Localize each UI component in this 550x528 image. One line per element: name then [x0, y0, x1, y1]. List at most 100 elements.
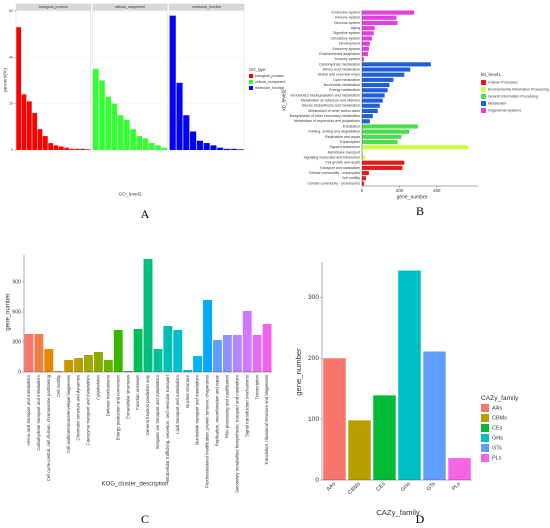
bar: [99, 80, 105, 150]
bar: [136, 136, 143, 150]
bar: [362, 20, 398, 26]
bar: [362, 93, 385, 98]
y-tick-label: 60: [9, 9, 13, 13]
bar: [84, 355, 93, 372]
bar: [362, 150, 363, 155]
bar: [155, 145, 161, 150]
bar: [203, 143, 210, 150]
legend-label: Metabolism: [488, 101, 506, 105]
legend-title: GO_type: [249, 67, 266, 72]
bar: [21, 94, 27, 150]
y-tick-label: Replication and repair: [325, 135, 361, 139]
bar: [93, 352, 103, 372]
legend-label: CEs: [492, 425, 503, 431]
bar: [362, 165, 403, 170]
bar: [16, 27, 22, 150]
bar: [222, 335, 232, 372]
legend-swatch: [481, 424, 489, 432]
y-tick-label: Environmental adaptation: [319, 52, 360, 56]
bar: [362, 62, 431, 67]
y-tick-label: Membrane transport: [328, 150, 360, 154]
x-tick-label: RNA processing and modification: [225, 374, 230, 438]
y-tick-label: 0: [11, 148, 13, 152]
x-tick-label: Nucleotide transport and metabolism: [195, 375, 200, 445]
legend-swatch: [481, 80, 486, 85]
bar: [362, 103, 380, 108]
bar: [252, 335, 262, 372]
y-tick-label: Lipid metabolism: [333, 78, 360, 82]
bar: [242, 311, 252, 372]
y-tick-label: Excretory system: [332, 47, 360, 51]
x-tick-label: Coenzyme transport and metabolism: [86, 375, 91, 446]
x-tick-label: Function unknown: [135, 374, 140, 409]
bar: [237, 149, 244, 150]
facet-strip-label: molecular_function: [192, 5, 221, 9]
y-tick-label: Biosynthesis of other secondary metaboli…: [290, 114, 361, 118]
legend-label: PLs: [492, 455, 502, 461]
x-tick-label: CBMs: [347, 481, 362, 496]
legend-label: biological_process: [255, 74, 284, 78]
x-tick-label: Carbohydrate transport and metabolism: [36, 375, 41, 451]
bar: [143, 259, 153, 372]
bar: [362, 181, 365, 186]
legend-label: Environmental Information Processing: [488, 87, 549, 91]
bar: [69, 148, 75, 150]
bar: [111, 103, 118, 150]
legend-swatch: [481, 94, 486, 99]
bar: [362, 67, 411, 72]
bar: [362, 160, 405, 165]
y-tick-label: Metabolism of other amino acids: [308, 109, 360, 113]
bar: [148, 143, 155, 150]
bar: [230, 148, 237, 150]
bar: [362, 108, 378, 114]
x-tick-label: Posttranslational modification, protein …: [205, 375, 210, 488]
bar: [117, 115, 124, 150]
bar: [58, 146, 64, 150]
x-tick-label: AAs: [326, 481, 338, 493]
y-tick-label: Nervous system: [334, 21, 360, 25]
y-tick-label: Amino acid metabolism: [323, 67, 360, 71]
bar: [362, 88, 388, 93]
panel-label: C: [141, 512, 149, 526]
y-tick-label: Circulatory system: [330, 36, 360, 40]
legend-label: cellular_component: [255, 80, 285, 84]
y-tick-label: 900: [12, 279, 21, 285]
y-tick-label: Digestive system: [333, 31, 360, 35]
bar: [103, 360, 113, 372]
bar: [123, 371, 133, 372]
x-tick-label: Inorganic ion transport and metabolism: [155, 375, 160, 450]
bar: [32, 112, 38, 150]
legend-swatch: [481, 101, 486, 106]
x-tick-label: Secondary metabolites biosynthesis, tran…: [234, 375, 239, 493]
bar: [362, 15, 397, 20]
y-tick-label: 200: [308, 355, 319, 362]
x-tick-label: Extracellular structures: [125, 375, 130, 419]
x-tick-label: Chromatin structure and dynamics: [76, 375, 81, 440]
y-tick-label: Transcription: [339, 140, 360, 144]
bar: [196, 140, 203, 150]
y-tick-label: Global and overview maps: [318, 73, 361, 77]
legend-label: molecular_function: [255, 86, 284, 90]
x-axis-title: CAZy_family: [376, 508, 420, 517]
x-tick-label: GHs: [400, 481, 412, 493]
y-tick-label: Nucleotide metabolism: [324, 83, 360, 87]
x-tick-label: 400: [433, 188, 441, 193]
legend-label: AAs: [492, 405, 502, 411]
x-axis-title: GO_level2: [118, 191, 141, 197]
bar: [176, 82, 183, 150]
legend-label: Cellular Processes: [488, 80, 518, 84]
y-axis-title: gene_number: [294, 348, 303, 396]
x-tick-label: GTs: [426, 481, 437, 492]
legend-label: GHs: [492, 435, 503, 441]
bar: [153, 349, 163, 372]
x-tick-label: CEs: [375, 481, 387, 493]
bar: [74, 358, 84, 372]
bar: [323, 358, 346, 480]
legend-label: CBMs: [492, 415, 507, 421]
x-axis-title: gene_number: [396, 194, 427, 200]
x-tick-label: Amino acid transport and metabolism: [26, 375, 31, 446]
bar: [190, 131, 197, 150]
x-tick-label: Signal transduction mechanisms: [244, 375, 249, 437]
bar: [203, 300, 212, 372]
bar: [142, 138, 149, 150]
